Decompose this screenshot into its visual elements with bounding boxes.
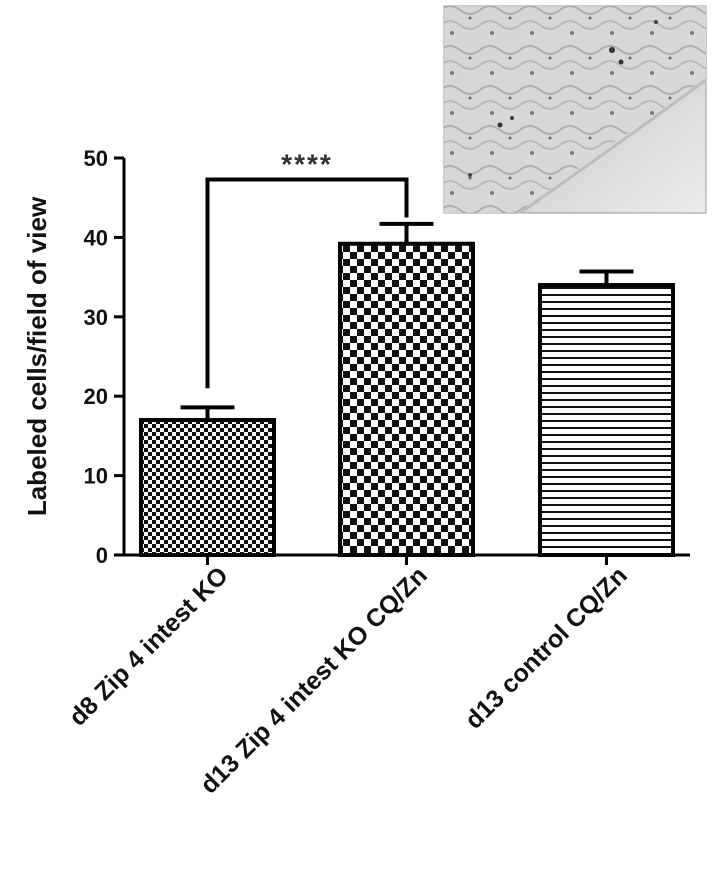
- bar: [538, 283, 675, 557]
- bar: [139, 418, 276, 557]
- x-tick-label: d13 Zip 4 intest KO CQ/Zn: [195, 561, 433, 799]
- x-tick-label: d8 Zip 4 intest KO: [64, 561, 234, 731]
- y-tick-label: 20: [84, 384, 108, 409]
- significance-label: ****: [281, 148, 333, 179]
- y-tick-label: 0: [96, 543, 108, 568]
- significance-bracket: [205, 177, 409, 389]
- y-tick-label: 50: [84, 146, 108, 171]
- y-tick-label: 10: [84, 464, 108, 489]
- x-tick-label: d13 control CQ/Zn: [460, 561, 633, 734]
- y-tick-label: 30: [84, 305, 108, 330]
- plot-area: 0 10 20 30 40 50 Labeled cells/field of view d8…: [22, 146, 690, 799]
- micrograph-inset: [443, 5, 707, 215]
- y-axis-label: Labeled cells/field of view: [22, 196, 52, 516]
- y-tick-label: 40: [84, 225, 108, 250]
- bar: [338, 241, 475, 557]
